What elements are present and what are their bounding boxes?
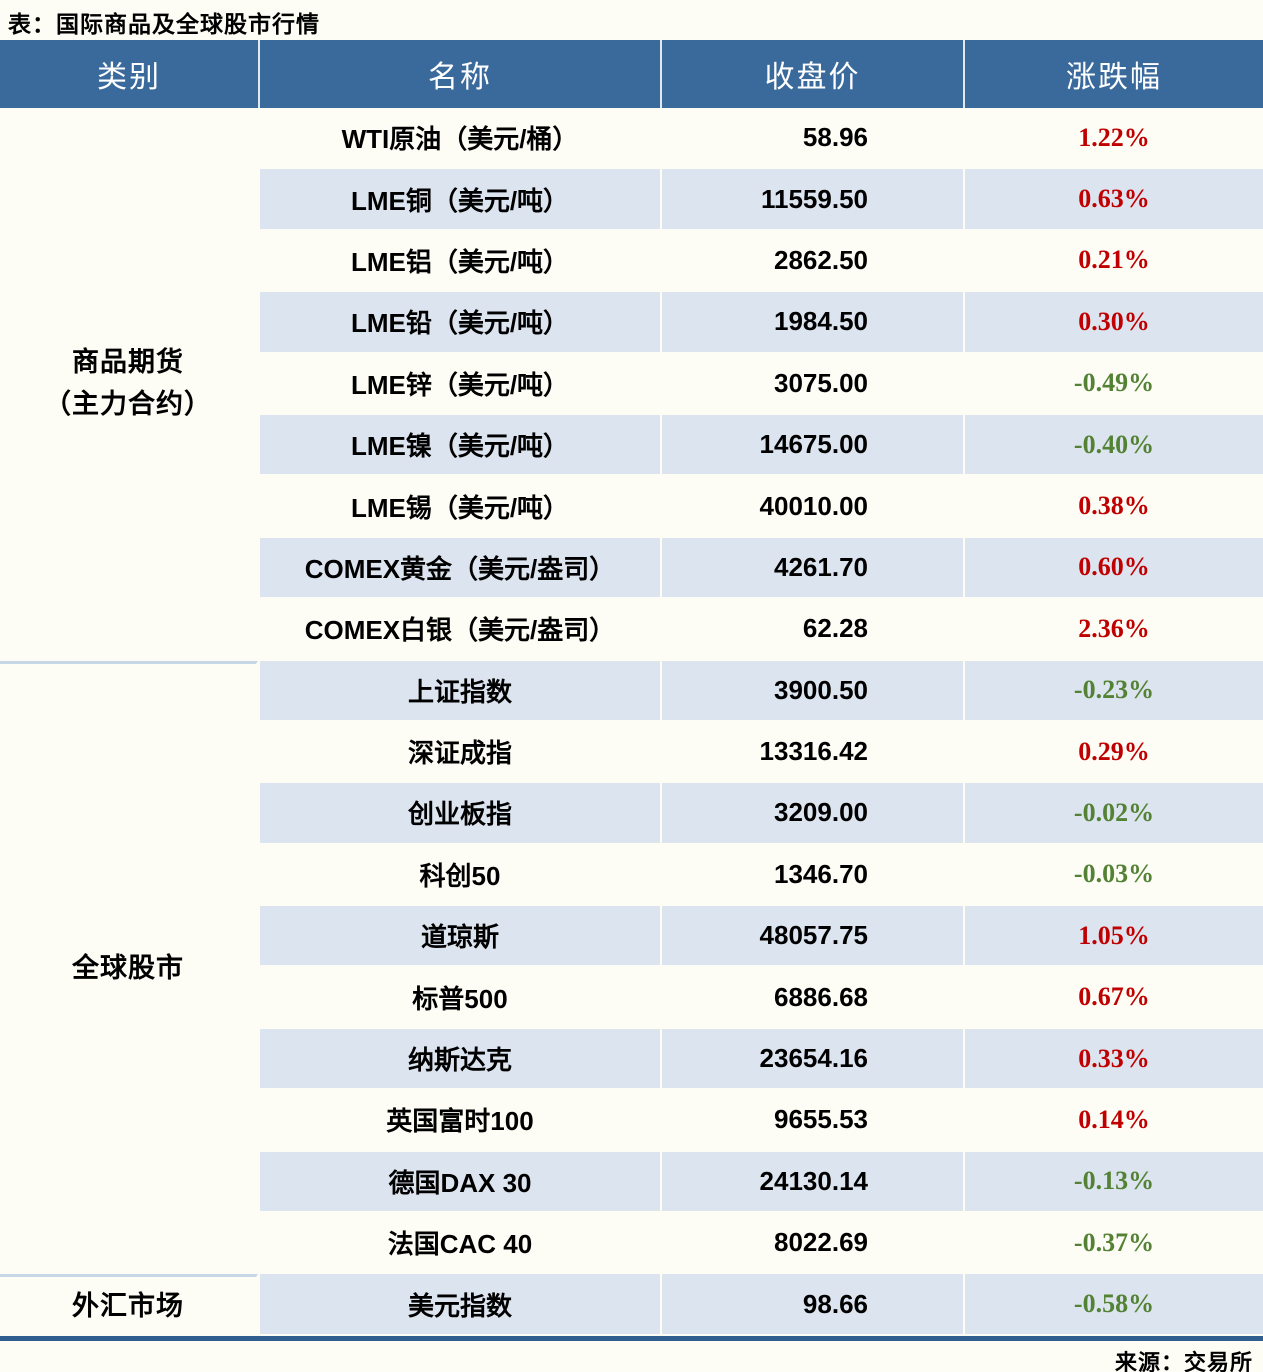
instrument-name-cell: 英国富时100 bbox=[258, 1090, 660, 1152]
change-percent-cell: 0.30% bbox=[963, 292, 1263, 354]
instrument-name-cell: LME铝（美元/吨） bbox=[258, 230, 660, 293]
instrument-name-cell: 美元指数 bbox=[258, 1274, 660, 1336]
column-header-change: 涨跌幅 bbox=[963, 40, 1263, 108]
change-percent-cell: -0.02% bbox=[963, 783, 1263, 845]
change-percent-cell: 0.29% bbox=[963, 721, 1263, 784]
change-percent-cell: 1.22% bbox=[963, 108, 1263, 170]
change-percent-cell: 1.05% bbox=[963, 906, 1263, 968]
close-price-cell: 1984.50 bbox=[660, 292, 963, 354]
close-price-cell: 14675.00 bbox=[660, 414, 963, 477]
close-price-cell: 58.96 bbox=[660, 108, 963, 170]
category-cell: 外汇市场 bbox=[0, 1274, 258, 1336]
close-price-cell: 62.28 bbox=[660, 599, 963, 661]
change-percent-cell: -0.40% bbox=[963, 414, 1263, 477]
instrument-name-cell: 道琼斯 bbox=[258, 906, 660, 968]
instrument-name-cell: LME锡（美元/吨） bbox=[258, 476, 660, 538]
category-cell: 商品期货 （主力合约） bbox=[0, 108, 258, 661]
instrument-name-cell: 深证成指 bbox=[258, 721, 660, 784]
close-price-cell: 9655.53 bbox=[660, 1090, 963, 1152]
change-percent-cell: 0.60% bbox=[963, 537, 1263, 600]
change-percent-cell: 0.63% bbox=[963, 169, 1263, 231]
instrument-name-cell: WTI原油（美元/桶） bbox=[258, 108, 660, 170]
instrument-name-cell: LME锌（美元/吨） bbox=[258, 353, 660, 415]
change-percent-cell: -0.37% bbox=[963, 1213, 1263, 1275]
close-price-cell: 23654.16 bbox=[660, 1028, 963, 1091]
table-body: 商品期货 （主力合约） WTI原油（美元/桶） 58.96 1.22% LME铜（美元/吨… bbox=[0, 108, 1263, 1336]
instrument-name-cell: 德国DAX 30 bbox=[258, 1151, 660, 1214]
instrument-name-cell: LME镍（美元/吨） bbox=[258, 414, 660, 477]
change-percent-cell: 0.67% bbox=[963, 967, 1263, 1029]
change-percent-cell: -0.03% bbox=[963, 844, 1263, 907]
column-header-close: 收盘价 bbox=[660, 40, 963, 108]
category-label-line: 全球股市 bbox=[72, 953, 184, 984]
instrument-name-cell: LME铅（美元/吨） bbox=[258, 292, 660, 354]
table-header-row: 类别 名称 收盘价 涨跌幅 bbox=[0, 40, 1263, 108]
page-title: 表：国际商品及全球股市行情 bbox=[8, 11, 320, 37]
instrument-name-cell: 法国CAC 40 bbox=[258, 1213, 660, 1275]
instrument-name-cell: COMEX白银（美元/盎司） bbox=[258, 599, 660, 661]
change-percent-cell: -0.13% bbox=[963, 1151, 1263, 1214]
instrument-name-cell: LME铜（美元/吨） bbox=[258, 169, 660, 231]
close-price-cell: 98.66 bbox=[660, 1274, 963, 1336]
change-percent-cell: -0.23% bbox=[963, 660, 1263, 722]
change-percent-cell: 0.38% bbox=[963, 476, 1263, 538]
close-price-cell: 11559.50 bbox=[660, 169, 963, 231]
category-label-line: 商品期货 bbox=[72, 347, 184, 378]
close-price-cell: 24130.14 bbox=[660, 1151, 963, 1214]
column-header-category: 类别 bbox=[97, 61, 161, 94]
close-price-cell: 40010.00 bbox=[660, 476, 963, 538]
category-label-line: 外汇市场 bbox=[72, 1290, 184, 1321]
category-cell: 全球股市 bbox=[0, 660, 258, 1275]
change-percent-cell: 2.36% bbox=[963, 599, 1263, 661]
instrument-name-cell: 创业板指 bbox=[258, 783, 660, 845]
change-percent-cell: 0.21% bbox=[963, 230, 1263, 293]
close-price-cell: 3209.00 bbox=[660, 783, 963, 845]
close-price-cell: 2862.50 bbox=[660, 230, 963, 293]
close-price-cell: 13316.42 bbox=[660, 721, 963, 784]
table-bottom-border bbox=[0, 1335, 1263, 1341]
change-percent-cell: -0.49% bbox=[963, 353, 1263, 415]
close-price-cell: 1346.70 bbox=[660, 844, 963, 907]
instrument-name-cell: 上证指数 bbox=[258, 660, 660, 722]
instrument-name-cell: COMEX黄金（美元/盎司） bbox=[258, 537, 660, 600]
instrument-name-cell: 纳斯达克 bbox=[258, 1028, 660, 1091]
source-note: 来源：交易所 bbox=[1114, 1349, 1253, 1372]
change-percent-cell: 0.14% bbox=[963, 1090, 1263, 1152]
close-price-cell: 3075.00 bbox=[660, 353, 963, 415]
close-price-cell: 6886.68 bbox=[660, 967, 963, 1029]
change-percent-cell: -0.58% bbox=[963, 1274, 1263, 1336]
column-header-name: 名称 bbox=[258, 40, 660, 108]
close-price-cell: 8022.69 bbox=[660, 1213, 963, 1275]
close-price-cell: 48057.75 bbox=[660, 906, 963, 968]
close-price-cell: 3900.50 bbox=[660, 660, 963, 722]
change-percent-cell: 0.33% bbox=[963, 1028, 1263, 1091]
category-label-line: （主力合约） bbox=[44, 389, 212, 420]
instrument-name-cell: 科创50 bbox=[258, 844, 660, 907]
instrument-name-cell: 标普500 bbox=[258, 967, 660, 1029]
close-price-cell: 4261.70 bbox=[660, 537, 963, 600]
